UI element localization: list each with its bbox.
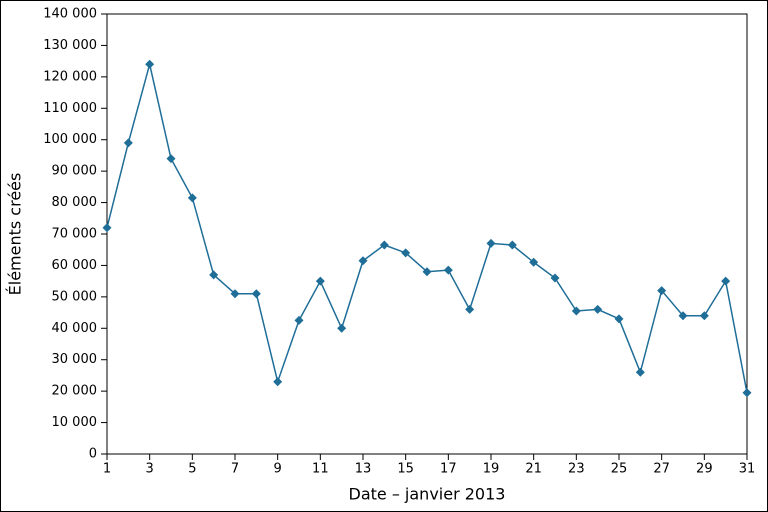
x-tick-label: 17	[440, 462, 457, 477]
marker	[742, 388, 752, 398]
x-tick-label: 3	[146, 462, 154, 477]
marker	[635, 367, 645, 377]
x-tick-label: 29	[696, 462, 713, 477]
marker	[187, 193, 197, 203]
marker	[571, 306, 581, 316]
marker	[337, 323, 347, 333]
marker	[465, 304, 475, 314]
marker	[614, 314, 624, 324]
y-tick-label: 140 000	[43, 7, 97, 22]
x-tick-label: 31	[739, 462, 756, 477]
marker	[123, 138, 133, 148]
y-tick-label: 50 000	[52, 289, 98, 304]
marker	[230, 289, 240, 299]
y-axis-label: Éléments créés	[6, 173, 25, 296]
y-tick-label: 130 000	[43, 38, 97, 53]
y-tick-label: 60 000	[52, 258, 98, 273]
y-tick-label: 100 000	[43, 132, 97, 147]
x-axis-label: Date – janvier 2013	[349, 485, 506, 504]
marker	[145, 59, 155, 69]
y-tick-label: 20 000	[52, 384, 98, 399]
x-tick-label: 25	[611, 462, 628, 477]
marker	[251, 289, 261, 299]
y-tick-label: 110 000	[43, 101, 97, 116]
y-tick-label: 80 000	[52, 195, 98, 210]
marker	[721, 276, 731, 286]
marker	[273, 377, 283, 387]
x-tick-label: 13	[355, 462, 372, 477]
y-tick-label: 0	[89, 447, 97, 462]
marker	[379, 240, 389, 250]
x-tick-label: 7	[231, 462, 239, 477]
x-tick-label: 15	[397, 462, 414, 477]
marker	[678, 311, 688, 321]
marker	[102, 223, 112, 233]
x-tick-label: 21	[525, 462, 542, 477]
x-tick-label: 5	[188, 462, 196, 477]
marker	[593, 304, 603, 314]
marker	[529, 257, 539, 267]
marker	[401, 248, 411, 258]
y-tick-label: 90 000	[52, 164, 98, 179]
x-tick-label: 11	[312, 462, 329, 477]
x-tick-label: 27	[653, 462, 670, 477]
x-tick-label: 1	[103, 462, 111, 477]
y-tick-label: 70 000	[52, 227, 98, 242]
y-tick-label: 10 000	[52, 415, 98, 430]
marker	[294, 315, 304, 325]
marker	[209, 270, 219, 280]
x-tick-label: 23	[568, 462, 585, 477]
marker	[657, 286, 667, 296]
marker	[443, 265, 453, 275]
x-tick-label: 19	[483, 462, 500, 477]
marker	[358, 256, 368, 266]
marker	[507, 240, 517, 250]
marker	[166, 154, 176, 164]
x-tick-label: 9	[274, 462, 282, 477]
marker	[699, 311, 709, 321]
y-tick-label: 120 000	[43, 69, 97, 84]
y-tick-label: 30 000	[52, 352, 98, 367]
marker	[422, 267, 432, 277]
y-tick-label: 40 000	[52, 321, 98, 336]
marker	[486, 238, 496, 248]
marker	[550, 273, 560, 283]
marker	[315, 276, 325, 286]
